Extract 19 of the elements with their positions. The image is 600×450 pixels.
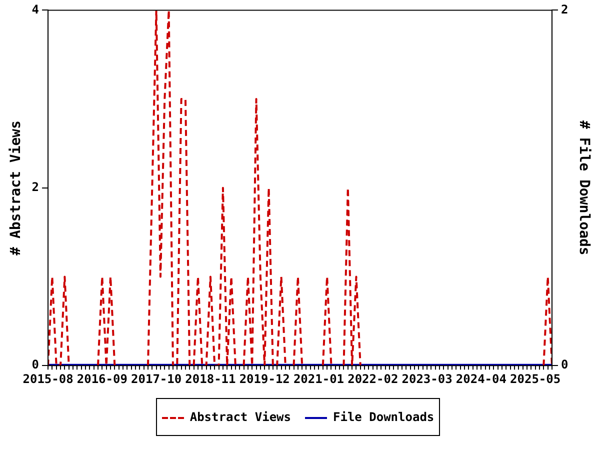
x-tick-label: 2024-04	[456, 372, 506, 386]
x-tick-label: 2025-05	[510, 372, 561, 386]
y-tick-label: 0	[32, 358, 40, 372]
x-tick-label: 2022-02	[348, 372, 398, 386]
x-tick-label: 2021-01	[293, 372, 344, 386]
x-tick-label: 2018-11	[185, 372, 236, 386]
legend-label: File Downloads	[332, 410, 434, 424]
x-tick-label: 2016-09	[76, 372, 128, 386]
y2-axis-title: # File Downloads	[576, 120, 592, 256]
y2-tick-label: 0	[560, 358, 568, 372]
x-tick-label: 2023-03	[402, 372, 452, 386]
x-tick-label: 2017-10	[131, 372, 182, 386]
y2-tick-label: 2	[560, 2, 568, 16]
y-axis-title: # Abstract Views	[8, 120, 24, 256]
x-tick-label: 2019-12	[239, 372, 290, 386]
legend-label: Abstract Views	[188, 410, 291, 424]
y-tick-label: 4	[32, 2, 40, 16]
x-tick-label: 2015-08	[22, 372, 74, 386]
y-tick-label: 2	[32, 180, 40, 194]
